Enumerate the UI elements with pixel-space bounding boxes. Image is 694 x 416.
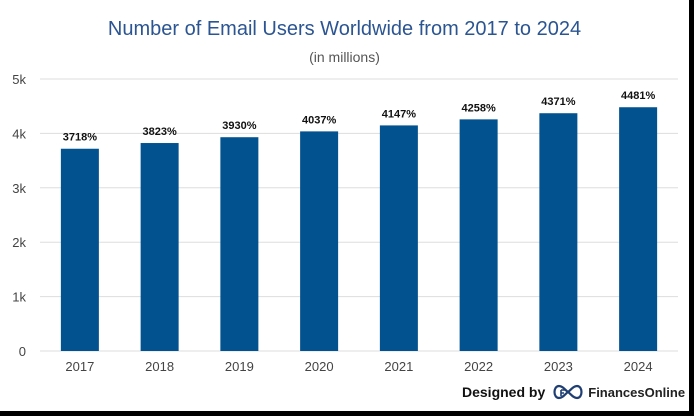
x-tick-label: 2022 bbox=[464, 359, 493, 374]
brand-name: FinancesOnline bbox=[588, 384, 686, 400]
chart-subtitle: (in millions) bbox=[309, 49, 380, 65]
data-label: 3823% bbox=[142, 126, 176, 138]
chart-title: Number of Email Users Worldwide from 201… bbox=[107, 18, 582, 40]
x-tick-label: 2020 bbox=[305, 359, 334, 374]
bar bbox=[300, 131, 339, 351]
x-tick-label: 2021 bbox=[384, 359, 413, 374]
bar bbox=[459, 119, 498, 351]
y-tick-label: 2k bbox=[12, 235, 26, 250]
financesonline-logo-icon bbox=[553, 384, 583, 400]
x-tick-label: 2024 bbox=[624, 359, 653, 374]
y-tick-label: 4k bbox=[12, 126, 26, 141]
y-tick-label: 3k bbox=[12, 181, 26, 196]
data-label: 4037% bbox=[302, 114, 336, 126]
axes: 0 1k 2k 3k 4k 5k 2017 2018 2019 2020 2021 2022 2023 2… bbox=[12, 72, 652, 374]
bar bbox=[60, 148, 99, 351]
designer-credit: Designed by FinancesOnline bbox=[462, 380, 685, 404]
bar bbox=[379, 125, 418, 351]
data-label: 4147% bbox=[382, 108, 416, 120]
data-label: 3718% bbox=[63, 132, 97, 144]
y-tick-label: 5k bbox=[12, 72, 26, 87]
bar bbox=[140, 143, 179, 351]
x-tick-label: 2018 bbox=[145, 359, 174, 374]
y-tick-label: 0 bbox=[19, 344, 26, 359]
y-tick-label: 1k bbox=[12, 290, 26, 305]
data-label: 4371% bbox=[541, 96, 575, 108]
x-tick-label: 2023 bbox=[544, 359, 573, 374]
data-label: 4481% bbox=[621, 90, 655, 102]
x-tick-label: 2019 bbox=[225, 359, 254, 374]
x-tick-label: 2017 bbox=[65, 359, 94, 374]
credit-label: Designed by bbox=[462, 384, 546, 400]
bar bbox=[619, 107, 658, 351]
bar bbox=[220, 137, 259, 351]
data-label: 3930% bbox=[222, 120, 256, 132]
bar bbox=[539, 113, 578, 352]
bars: 3718% 3823% 3930% 4037% 4147% 4258% 4371% 4481% bbox=[60, 90, 658, 352]
data-label: 4258% bbox=[461, 102, 495, 114]
grid-lines bbox=[40, 78, 678, 352]
